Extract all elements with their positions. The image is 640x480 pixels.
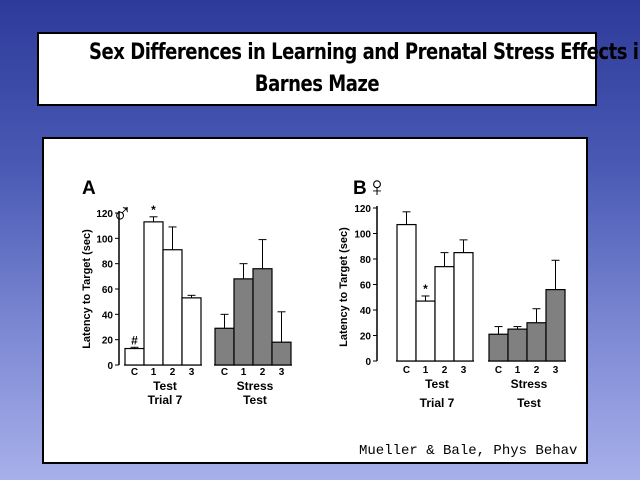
panel-a-bar (252, 268, 273, 366)
panel-b-y-axis-label: Latency to Target (sec) (338, 227, 350, 347)
panel-a-category-label: 3 (189, 367, 195, 378)
panel-a-bar (181, 297, 202, 366)
panel-b-group-label: Stress (511, 377, 548, 391)
panel-a-bar (214, 327, 235, 366)
panel-b-group-label: Test (425, 377, 449, 391)
panel-a-group-label: Test (153, 379, 177, 393)
panel-b-label: B (353, 178, 367, 199)
panel-a-group-label: Trial 7 (148, 393, 183, 407)
panel-b-y-tick-label: 60 (360, 281, 372, 292)
panel-b-group-label: Trial 7 (420, 396, 455, 410)
panel-b-group-label: Test (517, 396, 541, 410)
panel-a-bar (233, 278, 254, 366)
panel-b-bar (488, 333, 509, 362)
panel-a-category-label: C (131, 367, 138, 378)
panel-a-significance-mark: * (151, 203, 156, 217)
panel-a-bar (271, 341, 292, 366)
panel-b-bar (396, 223, 417, 362)
panel-b-y-tick-label: 40 (360, 306, 372, 317)
panel-a-category-label: 2 (170, 367, 176, 378)
panel-a-bar (124, 347, 145, 366)
panel-b-bar (434, 266, 455, 362)
panel-a-y-axis-label: Latency to Target (sec) (81, 229, 93, 349)
panel-b-category-label: 3 (461, 365, 467, 376)
panel-a-y-tick-label: 40 (102, 310, 114, 321)
panel-a-bar (162, 249, 183, 366)
panel-b-y-tick-label: 100 (354, 230, 371, 241)
panel-b-category-label: 1 (515, 365, 521, 376)
panel-b-y-tick-label: 0 (365, 357, 371, 368)
panel-b-sex-symbol: ♀ (367, 171, 388, 202)
figure-panel: A ♂ Latency to Target (sec) 0 20 40 60 80 100 120… (42, 137, 588, 464)
panel-a-y-tick-label: 120 (96, 209, 113, 220)
panel-b-bar (526, 322, 547, 362)
panel-a-label: A (82, 178, 96, 199)
slide-title-line2: Barnes Maze (254, 72, 380, 97)
panel-a-y-tick-label: 20 (102, 336, 114, 347)
panel-a-bar (143, 221, 164, 366)
panel-a-group-label: Stress (237, 379, 274, 393)
panel-a-y-tick-label: 100 (96, 234, 113, 245)
panel-b-y-tick-label: 120 (354, 204, 371, 215)
panel-a-y-tick-label: 0 (107, 361, 113, 372)
panel-a-category-label: 2 (260, 367, 266, 378)
panel-a-category-label: C (221, 367, 228, 378)
citation: Mueller & Bale, Phys Behav (357, 443, 580, 459)
panel-a-category-label: 3 (279, 367, 285, 378)
panel-a-sex-symbol: ♂ (112, 198, 133, 229)
panel-b-category-label: 1 (423, 365, 429, 376)
panel-b-bar (507, 328, 528, 362)
panel-b-category-label: 2 (534, 365, 540, 376)
panel-b-bar (545, 289, 566, 362)
figure-svg: A♂Latency to Target (sec)020406080100120… (81, 171, 566, 410)
panel-a-y-tick-label: 60 (102, 285, 114, 296)
slide-title-line1: Sex Differences in Learning and Prenatal… (89, 40, 640, 65)
panel-a-category-label: 1 (241, 367, 247, 378)
panel-b-significance-mark: * (423, 282, 428, 296)
panel-b-bar (453, 252, 474, 362)
panel-b-category-label: 2 (442, 365, 448, 376)
panel-a-significance-mark: # (131, 333, 138, 347)
panel-b-category-label: C (403, 365, 410, 376)
title-box: Sex Differences in Learning and Prenatal… (37, 32, 640, 106)
panel-b-y-tick-label: 20 (360, 332, 372, 343)
panel-b-category-label: 3 (553, 365, 559, 376)
panel-a-y-tick-label: 80 (102, 260, 114, 271)
panel-a-category-label: 1 (151, 367, 157, 378)
panel-a-group-label: Test (243, 393, 267, 407)
panel-b-category-label: C (495, 365, 502, 376)
panel-b-bar (415, 300, 436, 362)
panel-b-y-tick-label: 80 (360, 255, 372, 266)
